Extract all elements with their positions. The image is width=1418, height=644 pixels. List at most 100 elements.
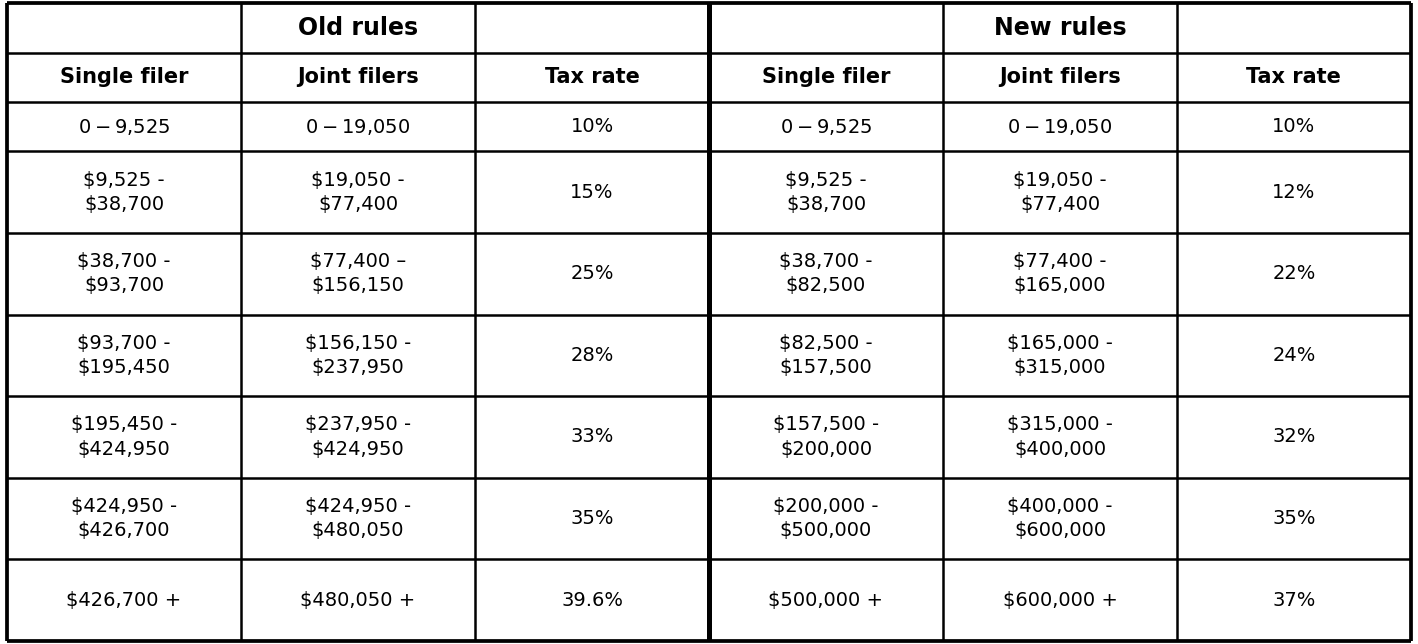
Bar: [943, 102, 1177, 151]
Bar: [475, 102, 709, 151]
Bar: [1177, 3, 1411, 53]
Text: 37%: 37%: [1272, 591, 1316, 609]
Bar: [1177, 233, 1411, 314]
Bar: [241, 53, 475, 102]
Text: $165,000 -
$315,000: $165,000 - $315,000: [1007, 334, 1113, 377]
Bar: [7, 314, 241, 396]
Bar: [241, 559, 475, 641]
Bar: [7, 396, 241, 478]
Bar: [475, 3, 709, 53]
Text: $0 - $9,525: $0 - $9,525: [78, 117, 170, 137]
Text: Single filer: Single filer: [761, 68, 891, 88]
Text: $19,050 -
$77,400: $19,050 - $77,400: [311, 171, 406, 214]
Bar: [7, 53, 241, 102]
Bar: [241, 151, 475, 233]
Bar: [709, 53, 943, 102]
Text: 35%: 35%: [570, 509, 614, 528]
Bar: [709, 233, 943, 314]
Bar: [7, 3, 241, 53]
Bar: [709, 396, 943, 478]
Text: 28%: 28%: [570, 346, 614, 365]
Bar: [241, 233, 475, 314]
Bar: [709, 314, 943, 396]
Bar: [241, 3, 475, 53]
Bar: [241, 314, 475, 396]
Bar: [709, 559, 943, 641]
Text: $195,450 -
$424,950: $195,450 - $424,950: [71, 415, 177, 459]
Bar: [943, 396, 1177, 478]
Text: $500,000 +: $500,000 +: [769, 591, 883, 609]
Text: $9,525 -
$38,700: $9,525 - $38,700: [84, 171, 164, 214]
Bar: [475, 53, 709, 102]
Text: $9,525 -
$38,700: $9,525 - $38,700: [786, 171, 866, 214]
Bar: [943, 53, 1177, 102]
Bar: [475, 151, 709, 233]
Text: 15%: 15%: [570, 183, 614, 202]
Text: $424,950 -
$480,050: $424,950 - $480,050: [305, 497, 411, 540]
Text: $157,500 -
$200,000: $157,500 - $200,000: [773, 415, 879, 459]
Bar: [7, 233, 241, 314]
Bar: [1177, 102, 1411, 151]
Text: Single filer: Single filer: [60, 68, 189, 88]
Text: $82,500 -
$157,500: $82,500 - $157,500: [778, 334, 873, 377]
Text: $426,700 +: $426,700 +: [67, 591, 182, 609]
Text: $77,400 -
$165,000: $77,400 - $165,000: [1014, 252, 1106, 296]
Bar: [475, 478, 709, 559]
Bar: [1177, 559, 1411, 641]
Text: 10%: 10%: [570, 117, 614, 137]
Text: 10%: 10%: [1272, 117, 1316, 137]
Bar: [1177, 396, 1411, 478]
Bar: [475, 559, 709, 641]
Bar: [943, 559, 1177, 641]
Bar: [709, 3, 943, 53]
Text: 25%: 25%: [570, 264, 614, 283]
Text: 33%: 33%: [570, 428, 614, 446]
Text: $0 - $19,050: $0 - $19,050: [305, 117, 411, 137]
Bar: [241, 478, 475, 559]
Text: 22%: 22%: [1272, 264, 1316, 283]
Text: Tax rate: Tax rate: [545, 68, 640, 88]
Bar: [241, 102, 475, 151]
Text: $38,700 -
$93,700: $38,700 - $93,700: [78, 252, 170, 296]
Text: $424,950 -
$426,700: $424,950 - $426,700: [71, 497, 177, 540]
Bar: [475, 233, 709, 314]
Text: Joint filers: Joint filers: [1000, 68, 1120, 88]
Text: 12%: 12%: [1272, 183, 1316, 202]
Bar: [1177, 53, 1411, 102]
Bar: [709, 102, 943, 151]
Text: $38,700 -
$82,500: $38,700 - $82,500: [780, 252, 872, 296]
Text: Joint filers: Joint filers: [298, 68, 418, 88]
Bar: [475, 314, 709, 396]
Text: $0 - $19,050: $0 - $19,050: [1007, 117, 1113, 137]
Bar: [943, 478, 1177, 559]
Bar: [943, 233, 1177, 314]
Text: $600,000 +: $600,000 +: [1003, 591, 1117, 609]
Text: 35%: 35%: [1272, 509, 1316, 528]
Text: $480,050 +: $480,050 +: [301, 591, 415, 609]
Bar: [7, 559, 241, 641]
Bar: [7, 478, 241, 559]
Text: $0 - $9,525: $0 - $9,525: [780, 117, 872, 137]
Text: New rules: New rules: [994, 16, 1126, 40]
Text: $19,050 -
$77,400: $19,050 - $77,400: [1012, 171, 1107, 214]
Bar: [1177, 151, 1411, 233]
Text: $200,000 -
$500,000: $200,000 - $500,000: [773, 497, 879, 540]
Bar: [475, 396, 709, 478]
Bar: [1177, 478, 1411, 559]
Text: Tax rate: Tax rate: [1246, 68, 1341, 88]
Text: $400,000 -
$600,000: $400,000 - $600,000: [1007, 497, 1113, 540]
Text: 24%: 24%: [1272, 346, 1316, 365]
Bar: [943, 151, 1177, 233]
Bar: [709, 151, 943, 233]
Text: 32%: 32%: [1272, 428, 1316, 446]
Text: 39.6%: 39.6%: [562, 591, 623, 609]
Text: $93,700 -
$195,450: $93,700 - $195,450: [78, 334, 170, 377]
Text: $77,400 –
$156,150: $77,400 – $156,150: [311, 252, 406, 296]
Bar: [709, 478, 943, 559]
Text: $156,150 -
$237,950: $156,150 - $237,950: [305, 334, 411, 377]
Text: $315,000 -
$400,000: $315,000 - $400,000: [1007, 415, 1113, 459]
Bar: [1177, 314, 1411, 396]
Bar: [7, 102, 241, 151]
Text: Old rules: Old rules: [298, 16, 418, 40]
Bar: [7, 151, 241, 233]
